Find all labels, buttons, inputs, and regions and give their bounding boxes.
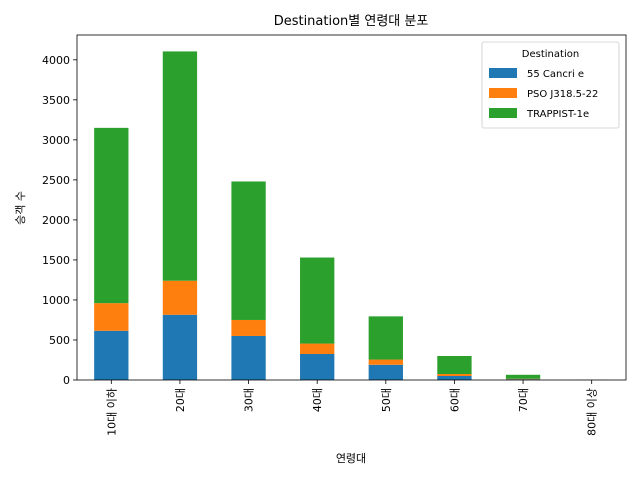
- bar-6-series-2: [505, 374, 541, 379]
- bar-6-series-0: [505, 379, 541, 380]
- bar-3-series-1: [300, 343, 335, 354]
- bars-group: [94, 51, 609, 380]
- bar-0-series-2: [94, 127, 129, 304]
- plot-frame: [76, 34, 627, 381]
- bar-5-series-2: [437, 355, 472, 374]
- bar-4-series-0: [368, 364, 403, 380]
- bar-2-series-2: [231, 181, 266, 320]
- bar-1-series-1: [162, 280, 198, 315]
- x-tick-label-7: 80대 이상: [586, 388, 599, 436]
- bar-5-series-0: [437, 375, 472, 380]
- axes-group: 0 500 1000 1500 2000 2500 3000 3500 4000 10대 이하 20…: [42, 34, 627, 436]
- legend-frame: [481, 41, 620, 129]
- y-tick-label-5: 2500: [42, 174, 70, 187]
- legend-label-0: 55 Cancri e: [527, 69, 584, 80]
- bar-4-series-1: [368, 359, 403, 365]
- x-axis-label: 연령대: [336, 452, 366, 465]
- bar-3-series-2: [300, 257, 335, 344]
- y-tick-label-0: 0: [63, 374, 70, 387]
- legend-swatch-2: [489, 108, 517, 118]
- legend-swatch-1: [489, 88, 517, 98]
- x-tick-label-5: 60대: [448, 388, 461, 412]
- y-tick-label-7: 3500: [42, 94, 70, 107]
- bar-1-series-0: [162, 314, 198, 380]
- bar-4-series-2: [368, 316, 403, 360]
- legend-label-1: PSO J318.5-22: [527, 89, 598, 100]
- x-tick-label-1: 20대: [174, 388, 187, 412]
- y-tick-label-4: 2000: [42, 214, 70, 227]
- bar-1-series-2: [162, 51, 198, 281]
- bar-2-series-0: [231, 335, 266, 380]
- y-axis-label: 승객 수: [14, 191, 27, 225]
- legend-title: Destination: [522, 49, 579, 60]
- y-tick-label-6: 3000: [42, 134, 70, 147]
- y-tick-label-8: 4000: [42, 54, 70, 67]
- bar-5-series-1: [437, 373, 472, 376]
- x-tick-label-4: 50대: [380, 388, 393, 412]
- legend-label-2: TRAPPIST-1e: [526, 109, 589, 120]
- chart-title: Destination별 연령대 분포: [274, 14, 429, 29]
- legend-swatch-0: [489, 68, 517, 78]
- y-tick-label-1: 500: [49, 334, 70, 347]
- x-tick-label-2: 30대: [243, 388, 256, 412]
- bar-0-series-0: [94, 330, 129, 380]
- x-tick-label-0: 10대 이하: [104, 388, 118, 436]
- bar-2-series-1: [231, 319, 266, 336]
- x-tick-label-6: 70대: [517, 388, 530, 412]
- x-tick-label-3: 40대: [311, 388, 324, 412]
- y-tick-label-2: 1000: [42, 294, 70, 307]
- y-tick-label-3: 1500: [42, 254, 70, 267]
- legend: Destination 55 Cancri e PSO J318.5-22 TRAPP…: [481, 41, 620, 129]
- bar-3-series-0: [300, 353, 335, 380]
- bar-0-series-1: [94, 303, 129, 331]
